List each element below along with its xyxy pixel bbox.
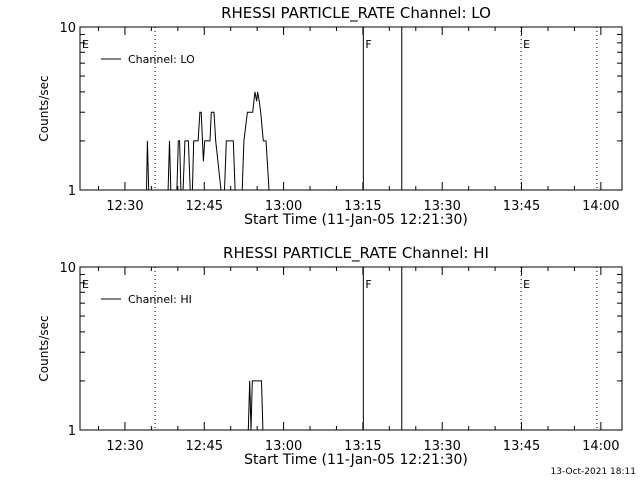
panel-hi: RHESSI PARTICLE_RATE Channel: HI 12:30 12:…	[37, 244, 623, 468]
x-tick-label: 13:00	[265, 199, 302, 214]
event-marker-label: E	[523, 38, 530, 51]
series-line	[247, 380, 264, 431]
x-tick-label: 13:30	[423, 199, 460, 214]
x-tick-label: 14:00	[582, 439, 619, 454]
series-line	[146, 91, 270, 191]
x-tick-label: 12:45	[186, 199, 223, 214]
plot-timestamp: 13-Oct-2021 18:11	[551, 467, 636, 477]
x-tick-label: 13:15	[344, 439, 381, 454]
x-tick-label: 13:45	[503, 439, 540, 454]
x-axis-label: Start Time (11-Jan-05 12:21:30)	[244, 452, 468, 468]
chart-title: RHESSI PARTICLE_RATE Channel: LO	[221, 4, 491, 23]
x-tick-label: 13:15	[344, 199, 381, 214]
x-tick-label: 13:45	[503, 199, 540, 214]
event-marker-label: F	[365, 278, 371, 291]
y-tick-label: 10	[59, 21, 76, 36]
y-axis-label: Counts/sec	[37, 75, 51, 141]
x-tick-label: 13:30	[423, 439, 460, 454]
plot-frame	[79, 26, 623, 191]
x-tick-label: 12:30	[106, 199, 143, 214]
event-marker-label: E	[82, 278, 89, 291]
x-tick-label: 12:30	[106, 439, 143, 454]
x-tick-label: 14:00	[582, 199, 619, 214]
legend-label: Channel: HI	[128, 293, 192, 306]
x-tick-label: 13:00	[265, 439, 302, 454]
x-axis-label: Start Time (11-Jan-05 12:21:30)	[244, 212, 468, 228]
event-marker-label: F	[365, 38, 371, 51]
y-axis-label: Counts/sec	[37, 315, 51, 381]
chart-title: RHESSI PARTICLE_RATE Channel: HI	[223, 244, 489, 263]
y-tick-label: 10	[59, 261, 76, 276]
y-tick-label: 1	[68, 184, 76, 199]
legend-label: Channel: LO	[128, 53, 195, 66]
event-marker-label: E	[82, 38, 89, 51]
y-tick-label: 1	[68, 424, 76, 439]
event-marker-label: E	[523, 278, 530, 291]
plot-frame	[79, 266, 623, 431]
x-tick-label: 12:45	[186, 439, 223, 454]
panel-lo: RHESSI PARTICLE_RATE Channel: LO 12:30 12:…	[37, 4, 623, 228]
